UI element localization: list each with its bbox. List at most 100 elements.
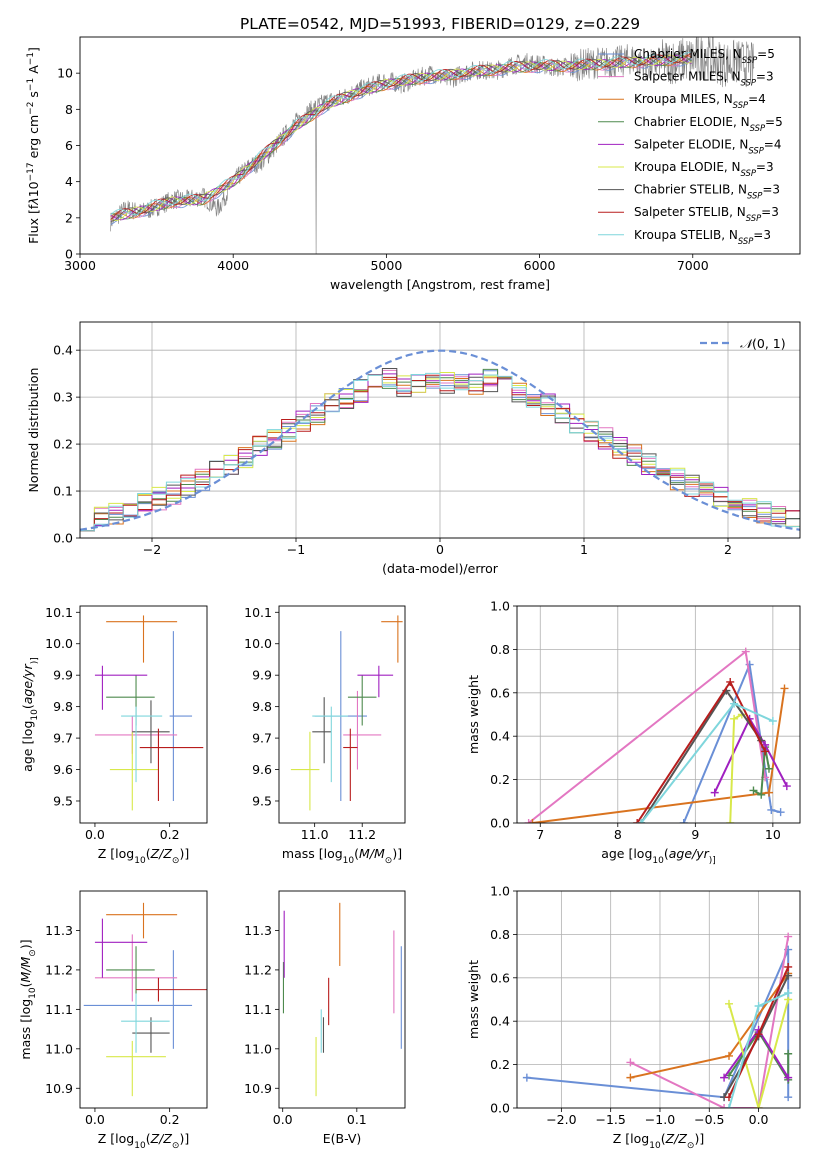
errorbar-point	[169, 631, 193, 801]
y-tick-label: 0.3	[53, 390, 73, 405]
y-axis-label-part: )]	[18, 939, 33, 949]
series-marker	[726, 819, 735, 823]
errorbar-point	[106, 1040, 166, 1097]
y-tick-label: 0.4	[53, 343, 73, 358]
mass-weight-series	[720, 1025, 793, 1082]
y-tick-label: 0.8	[490, 927, 510, 942]
legend-nssp-value: 3	[772, 183, 780, 197]
mass-weight-series	[633, 677, 770, 823]
series-marker	[754, 1030, 763, 1039]
axes-frame	[278, 605, 406, 824]
y-axis-label: Normed distribution	[26, 368, 41, 493]
y-tick-label: 9.6	[53, 762, 73, 777]
mass-weight-series	[637, 699, 777, 823]
x-tick-label: 1	[580, 542, 588, 557]
legend-entry: Salpeter MILES, NSSP=3	[634, 70, 774, 88]
series-line	[753, 746, 770, 797]
y-tick-label: 11.3	[45, 923, 73, 938]
series-marker	[768, 717, 777, 726]
x-tick-label: −1	[287, 542, 305, 557]
series-marker	[764, 788, 773, 797]
legend-nssp-value: 3	[763, 228, 771, 242]
series-marker	[784, 1093, 793, 1102]
y-tick-label: 11.0	[45, 1041, 73, 1056]
y-axis-label-part: −1	[26, 52, 36, 65]
errorbar-point	[357, 665, 394, 698]
legend-entry: Chabrier ELODIE, NSSP=5	[634, 115, 783, 133]
errorbar-point	[106, 902, 178, 939]
x-axis-label-part: M/M	[359, 846, 385, 861]
gaussian-curve	[80, 349, 800, 531]
x-axis-label-part: Z [log	[613, 1131, 649, 1146]
x-axis-label-part: (	[354, 846, 359, 861]
x-axis-label: Z [log10(Z/Z⊙)]	[98, 846, 189, 866]
y-tick-label: 1.0	[490, 599, 510, 614]
legend-nssp-prefix: , N	[725, 47, 742, 61]
y-tick-label: 0.0	[53, 531, 73, 546]
x-axis-label-part: Z [log	[98, 1131, 134, 1146]
model-spectrum-line	[110, 54, 692, 222]
x-axis-label-part: 10	[134, 1141, 146, 1151]
legend-entry: Kroupa STELIB, NSSP=3	[634, 228, 771, 246]
legend-nssp-sub: SSP	[741, 78, 757, 88]
x-axis-label: (data-model)/error	[382, 561, 499, 576]
x-axis-label-part: mass [log	[282, 846, 343, 861]
y-axis-label: mass weight	[466, 675, 481, 754]
y-tick-label: 10	[57, 66, 73, 81]
legend-nssp-sub: SSP	[733, 100, 749, 110]
model-spectrum-line	[110, 55, 692, 222]
x-tick-label: 5000	[370, 258, 402, 273]
legend-nssp-prefix: , N	[721, 228, 738, 242]
series-line	[640, 688, 763, 823]
x-axis-label-part: 10	[652, 856, 664, 866]
x-axis-label: E(B-V)	[323, 1131, 362, 1146]
y-tick-label: 0.4	[490, 729, 510, 744]
y-axis-label-part: ]	[26, 47, 41, 52]
y-axis-label-part: mass [log	[18, 999, 33, 1060]
x-tick-label: 0.2	[160, 1112, 180, 1127]
x-axis-label-part: ⊙	[385, 856, 393, 866]
errorbar-point	[381, 615, 403, 663]
y-tick-label: 9.9	[53, 668, 73, 683]
series-marker	[626, 1073, 635, 1082]
legend-nssp-value: 3	[771, 205, 779, 219]
y-tick-label: 11.2	[244, 962, 272, 977]
series-marker	[741, 647, 750, 656]
x-tick-label: 0.2	[160, 827, 180, 842]
legend-nssp-eq: =	[764, 137, 774, 151]
axes-age_vs_Z: 0.0 0.29.59.69.79.89.910.010.1Z [log10(Z/…	[20, 605, 208, 866]
legend-nssp-value: 5	[767, 47, 775, 61]
series-marker	[730, 699, 739, 708]
legend-entry: Kroupa ELODIE, NSSP=3	[634, 160, 774, 178]
y-tick-label: 10.1	[45, 605, 73, 620]
series-marker	[725, 1104, 734, 1108]
y-axis-label-part: −1	[26, 78, 36, 91]
y-tick-label: 11.0	[244, 1041, 272, 1056]
errorbar-point	[132, 700, 170, 764]
y-tick-label: 4	[65, 174, 73, 189]
errorbar-point	[139, 728, 204, 801]
x-axis-label-part: (	[664, 846, 669, 861]
series-marker	[528, 819, 537, 823]
legend-entry: Kroupa MILES, NSSP=4	[634, 92, 766, 110]
legend-model-name: Chabrier STELIB	[634, 183, 730, 197]
legend-nssp-eq: =	[748, 92, 758, 106]
y-tick-label: 0.2	[490, 772, 510, 787]
series-line	[728, 999, 790, 1108]
errorbar-point	[343, 690, 382, 770]
legend-nssp-value: 3	[766, 160, 774, 174]
axes-age_vs_mass: 11.0 11.2 9.5 9.6 9.7 9.8 9.9 10.0 10.1 mass [log…	[244, 605, 406, 866]
legend-nssp-eq: =	[761, 205, 771, 219]
series-marker	[720, 1104, 729, 1108]
model-spectrum-line	[110, 52, 692, 216]
legend-nssp-prefix: , N	[729, 205, 746, 219]
y-tick-label: 0.6	[490, 685, 510, 700]
plot-area	[290, 615, 403, 811]
y-tick-label: 10.0	[244, 636, 272, 651]
series-marker	[780, 684, 789, 693]
x-axis-label-part: Z/Z	[665, 1131, 688, 1146]
mass-weight-series	[725, 995, 793, 1108]
x-axis-label-part: ⊙	[172, 856, 180, 866]
axes-frame	[79, 890, 208, 1109]
